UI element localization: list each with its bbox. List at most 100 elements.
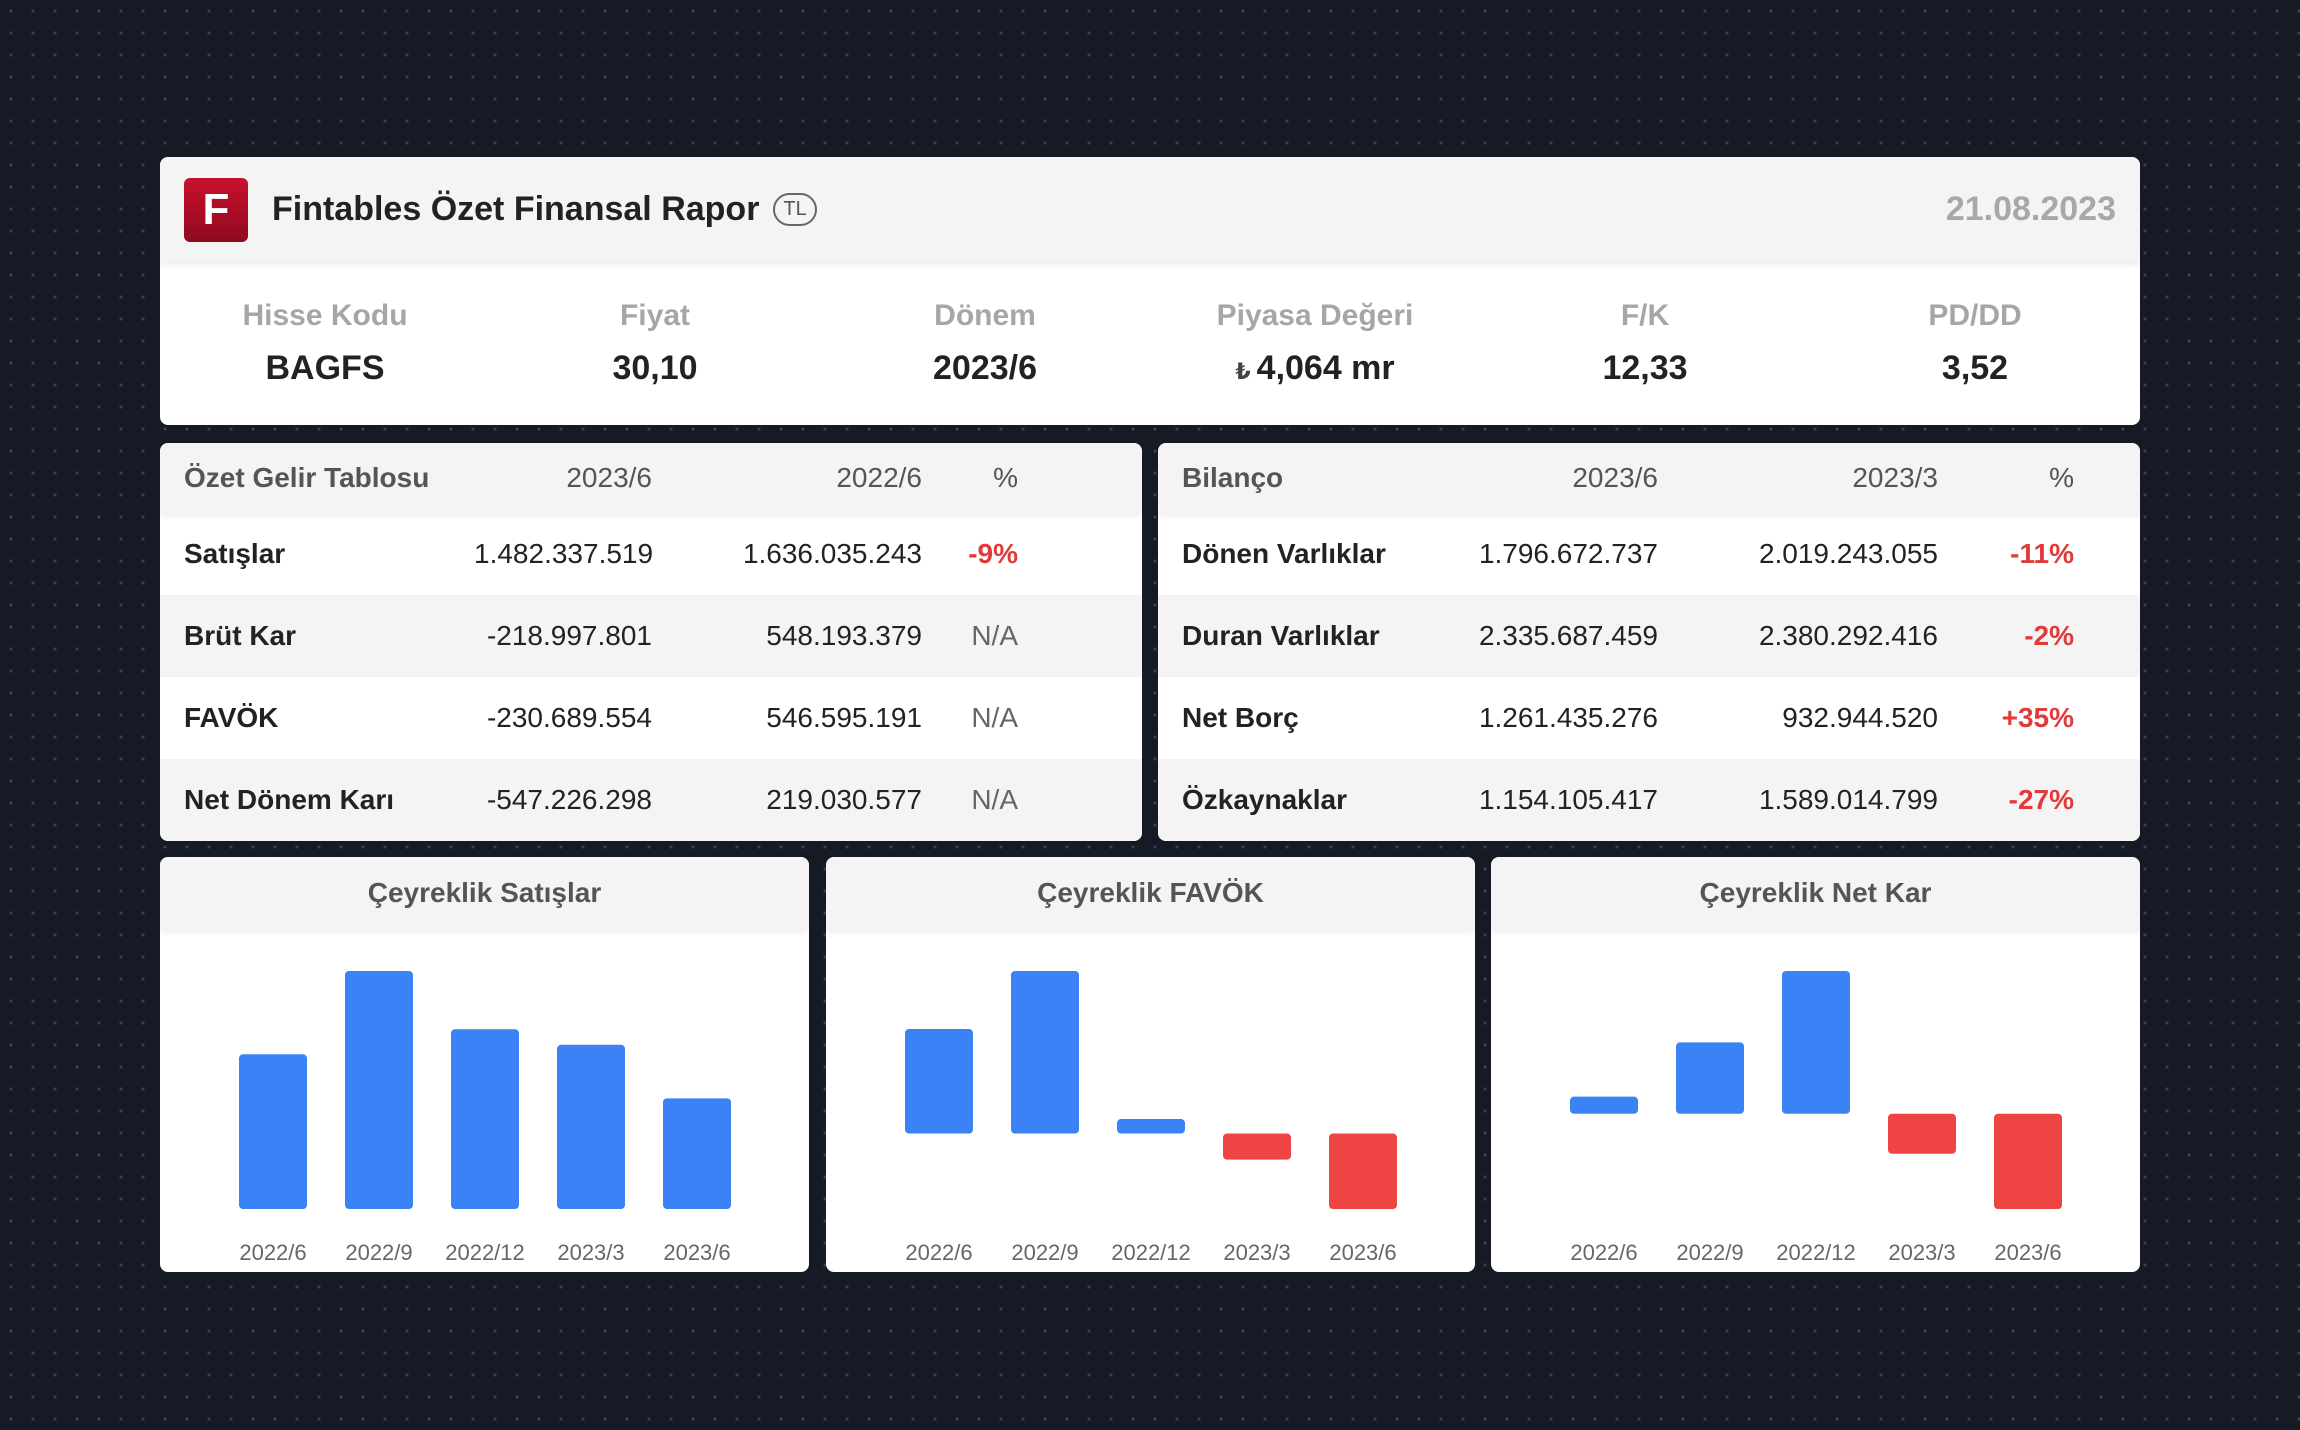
fintables-logo-icon: F [184,177,248,242]
bar-2023/6 [1994,1113,2062,1209]
bar-2023/3 [1223,1133,1291,1160]
cell-change: -2% [2024,620,2074,651]
row-label: Satışlar [184,538,286,569]
stat-value: 2023/6 [933,349,1037,387]
stat-label: PD/DD [1928,299,2022,332]
stat-label: Dönem [934,299,1036,332]
stat-period: Dönem 2023/6 [820,299,1150,388]
bar-2022/6 [239,1054,307,1209]
column-header: Özet Gelir Tablosu [184,462,430,493]
column-header: % [993,462,1018,493]
bar-2023/6 [663,1098,731,1209]
cell-previous: 546.595.191 [766,702,922,733]
column-header: 2023/6 [566,462,652,493]
cell-change: -9% [968,538,1018,569]
stat-price: Fiyat 30,10 [490,299,820,388]
cell-change: N/A [971,784,1018,815]
quarterly-sales-chart: Çeyreklik Satışlar 2022/6 2022/9 2022/12 20… [160,857,809,1272]
quarterly-sales-plot: 2022/6 2022/9 2022/12 2023/3 2023/6 [239,971,731,1265]
income-statement-table: Özet Gelir Tablosu 2023/6 2022/6 % Satış… [160,443,1142,841]
cell-current: 1.482.337.519 [474,538,654,569]
table-row: Özkaynaklar 1.154.105.417 1.589.014.799 … [1158,759,2140,841]
cell-previous: 932.944.520 [1782,702,1938,733]
cell-change: N/A [971,702,1018,733]
chart-title: Çeyreklik Satışlar [160,857,809,929]
cell-previous: 1.589.014.799 [1758,784,1938,815]
row-label: Özkaynaklar [1182,784,1347,815]
stat-value: 30,10 [612,349,698,387]
cell-change: -11% [2010,538,2074,569]
report-header-card: F Fintables Özet Finansal Rapor TL 21.08… [160,157,2140,425]
x-tick-label: 2022/12 [1776,1240,1856,1265]
cell-previous: 2.380.292.416 [1758,620,1938,651]
currency-badge: TL [773,193,817,226]
table-row: Net Borç 1.261.435.276 932.944.520 +35% [1158,677,2140,759]
stat-value: 4,064 mr [1256,349,1395,387]
row-label: FAVÖK [184,702,279,733]
column-header: 2023/6 [1572,462,1658,493]
stat-value: 12,33 [1602,349,1688,387]
quarterly-net-profit-chart: Çeyreklik Net Kar 2022/6 2022/9 2022/12 202… [1491,857,2140,1272]
column-header: 2023/3 [1852,462,1938,493]
row-label: Brüt Kar [184,620,297,651]
cell-previous: 2.019.243.055 [1758,538,1938,569]
x-tick-label: 2022/12 [445,1240,525,1265]
bar-2022/12 [1117,1119,1185,1134]
cell-change: N/A [971,620,1018,651]
cell-previous: 1.636.035.243 [742,538,922,569]
x-tick-label: 2022/6 [905,1240,972,1265]
row-label: Net Borç [1182,702,1299,733]
bar-2022/12 [1782,971,1850,1114]
stat-value: BAGFS [265,349,385,387]
cell-change: -27% [2008,784,2074,815]
x-tick-label: 2022/6 [239,1240,306,1265]
stat-value-wrap: ₺ 4,064 mr [1150,349,1480,388]
table-row: Satışlar 1.482.337.519 1.636.035.243 -9% [160,513,1142,595]
x-tick-label: 2023/3 [1888,1240,1955,1265]
cell-change: +35% [2001,702,2074,733]
chart-title: Çeyreklik FAVÖK [826,857,1475,929]
table-row: Net Dönem Karı -547.226.298 219.030.577 … [160,759,1142,841]
stat-stock-code: Hisse Kodu BAGFS [160,299,490,388]
bar-2022/9 [345,971,413,1209]
cell-current: -230.689.554 [486,702,652,733]
stat-label: Hisse Kodu [242,299,408,332]
bar-2023/3 [557,1044,625,1209]
bar-2022/6 [905,1029,973,1134]
cell-previous: 219.030.577 [766,784,922,815]
bar-2023/3 [1888,1113,1956,1154]
cell-current: 1.154.105.417 [1478,784,1658,815]
x-tick-label: 2023/3 [557,1240,624,1265]
cell-current: -547.226.298 [486,784,652,815]
stat-market-cap: Piyasa Değeri ₺ 4,064 mr [1150,299,1480,388]
bar-2022/6 [1570,1096,1638,1114]
x-tick-label: 2023/6 [1329,1240,1396,1265]
x-tick-label: 2022/9 [1676,1240,1743,1265]
cell-current: 1.796.672.737 [1478,538,1658,569]
quarterly-ebitda-chart: Çeyreklik FAVÖK 2022/6 2022/9 2022/12 2023/… [826,857,1475,1272]
stat-value: 3,52 [1941,349,2009,387]
column-header: % [2049,462,2074,493]
cell-previous: 548.193.379 [766,620,922,651]
lira-icon: ₺ [1235,359,1251,384]
stat-label: Fiyat [619,299,691,332]
table-row: Dönen Varlıklar 1.796.672.737 2.019.243.… [1158,513,2140,595]
cell-current: 1.261.435.276 [1478,702,1658,733]
stats-row: Hisse Kodu BAGFS Fiyat 30,10 Dönem 2023/… [160,262,2140,425]
bar-2023/6 [1329,1133,1397,1209]
cell-current: -218.997.801 [486,620,652,651]
row-label: Duran Varlıklar [1182,620,1380,651]
table-header-row: Özet Gelir Tablosu 2023/6 2022/6 % [160,443,1142,513]
x-tick-label: 2023/6 [663,1240,730,1265]
bar-2022/9 [1011,971,1079,1134]
stat-label: F/K [1620,299,1670,332]
x-tick-label: 2022/9 [345,1240,412,1265]
quarterly-ebitda-plot: 2022/6 2022/9 2022/12 2023/3 2023/6 [905,971,1397,1265]
x-tick-label: 2023/3 [1223,1240,1290,1265]
stat-label: Piyasa Değeri [1216,299,1414,332]
x-tick-label: 2022/12 [1111,1240,1191,1265]
table-row: Duran Varlıklar 2.335.687.459 2.380.292.… [1158,595,2140,677]
x-tick-label: 2023/6 [1994,1240,2061,1265]
stat-pb-ratio: PD/DD 3,52 [1810,299,2140,388]
stat-pe-ratio: F/K 12,33 [1480,299,1810,388]
